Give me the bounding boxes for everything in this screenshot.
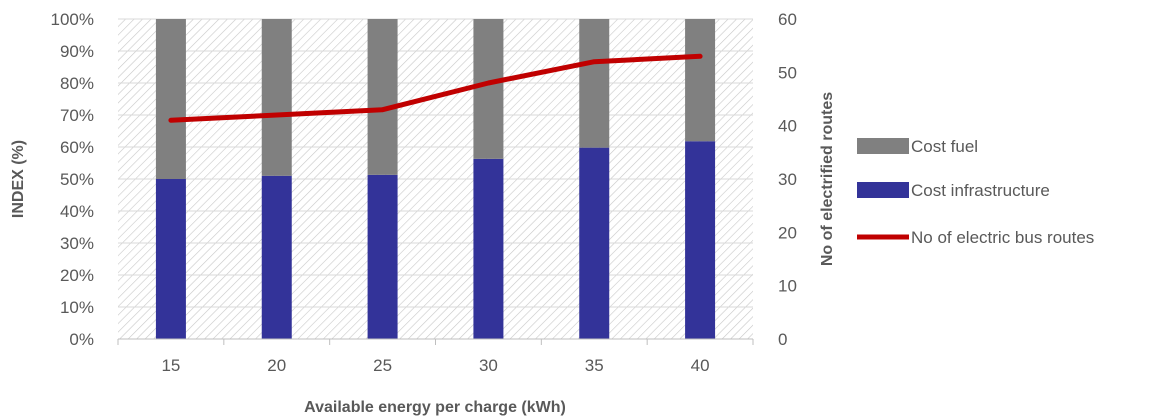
y2-axis-ticks: 0 10 20 30 40 50 60	[778, 10, 797, 349]
y2-tick-label: 60	[778, 10, 797, 29]
legend-item-cost-infrastructure: Cost infrastructure	[857, 181, 1050, 200]
line-series	[168, 53, 703, 123]
y-tick-label: 100%	[51, 10, 94, 29]
y-tick-label: 60%	[60, 138, 94, 157]
y2-tick-label: 20	[778, 223, 797, 242]
gridlines	[118, 18, 753, 308]
x-tick-label: 30	[479, 356, 498, 375]
y2-tick-label: 30	[778, 170, 797, 189]
bar-cost-infrastructure	[685, 141, 716, 339]
y2-tick-label: 0	[778, 330, 787, 349]
y2-tick-label: 40	[778, 117, 797, 136]
legend-label-cost-fuel: Cost fuel	[911, 137, 978, 156]
bar-cost-fuel	[367, 19, 398, 175]
legend-swatch-cost-fuel	[857, 138, 909, 154]
bar-cost-infrastructure	[155, 179, 186, 339]
y-tick-label: 10%	[60, 298, 94, 317]
x-tick-label: 25	[373, 356, 392, 375]
legend-item-electric-bus-routes: No of electric bus routes	[857, 228, 1094, 247]
y-tick-label: 50%	[60, 170, 94, 189]
bar-cost-fuel	[155, 19, 186, 179]
x-tick-label: 20	[267, 356, 286, 375]
bar-cost-infrastructure	[367, 174, 398, 339]
legend-item-cost-fuel: Cost fuel	[857, 137, 978, 156]
legend-label-cost-infrastructure: Cost infrastructure	[911, 181, 1050, 200]
y-tick-label: 20%	[60, 266, 94, 285]
y-tick-label: 90%	[60, 42, 94, 61]
y-tick-label: 70%	[60, 106, 94, 125]
y2-tick-label: 50	[778, 63, 797, 82]
y2-axis-title: No of electrified routes	[819, 92, 836, 266]
line-electric-bus-routes	[168, 53, 703, 123]
bar-cost-fuel	[473, 19, 504, 159]
x-axis-title: Available energy per charge (kWh)	[304, 399, 566, 416]
bar-cost-infrastructure	[261, 175, 292, 339]
bar-cost-infrastructure	[473, 158, 504, 339]
y-tick-label: 40%	[60, 202, 94, 221]
bar-cost-infrastructure	[579, 147, 610, 339]
y-axis-ticks: 0% 10% 20% 30% 40% 50% 60% 70% 80% 90% 100%	[51, 10, 94, 349]
bar-cost-fuel	[685, 19, 716, 142]
y-axis-title: INDEX (%)	[10, 140, 27, 218]
y-tick-label: 0%	[69, 330, 94, 349]
y-tick-label: 80%	[60, 74, 94, 93]
y2-tick-label: 10	[778, 277, 797, 296]
legend: Cost fuel Cost infrastructure No of elec…	[857, 137, 1094, 247]
bar-cost-fuel	[579, 19, 610, 148]
x-axis-ticks: 15 20 25 30 35 40	[117, 339, 754, 375]
x-tick-label: 40	[691, 356, 710, 375]
bar-cost-fuel	[261, 19, 292, 176]
legend-swatch-cost-infrastructure	[857, 182, 909, 198]
bar-series	[155, 19, 716, 339]
x-tick-label: 15	[161, 356, 180, 375]
x-tick-label: 35	[585, 356, 604, 375]
y-tick-label: 30%	[60, 234, 94, 253]
legend-label-electric-bus-routes: No of electric bus routes	[911, 228, 1094, 247]
